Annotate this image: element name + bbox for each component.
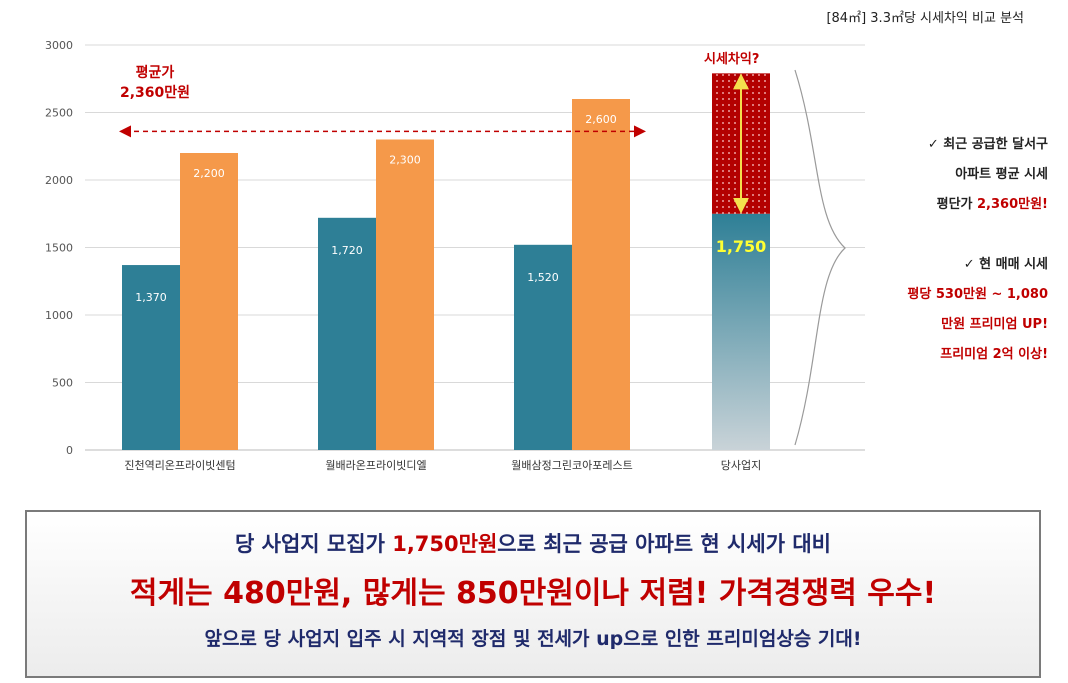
bar-existing-price — [122, 265, 180, 450]
y-tick-label: 0 — [66, 444, 73, 457]
bar-project-price — [712, 213, 770, 450]
y-tick-label: 1500 — [45, 242, 73, 255]
chart-title: [84㎡] 3.3㎡당 시세차익 비교 분석 — [826, 11, 1024, 26]
side-note-market: ✓ 현 매매 시세 평당 530만원 ~ 1,080 만원 프리미엄 UP! 프… — [907, 250, 1048, 370]
bar-current-price — [180, 153, 238, 450]
summary-line-3: 앞으로 당 사업지 입주 시 지역적 장점 및 전세가 up으로 인한 프리미엄… — [204, 628, 862, 650]
bracket-curve — [794, 69, 846, 446]
side-note-supply: ✓ 최근 공급한 달서구 아파트 평균 시세 평단가 2,360만원! — [928, 130, 1048, 220]
y-tick-label: 3000 — [45, 39, 73, 52]
bar-value-label: 1,520 — [527, 271, 559, 284]
bar-value-label: 1,750 — [716, 237, 767, 256]
bar-value-label: 1,720 — [331, 244, 363, 257]
average-annotation: 평균가 2,360만원 — [100, 63, 210, 103]
bar-existing-price — [318, 217, 376, 450]
bar-current-price — [572, 99, 630, 450]
category-label: 당사업지 — [721, 459, 761, 472]
average-value: 2,360만원 — [119, 85, 191, 101]
bar-value-label: 2,200 — [193, 167, 225, 180]
y-tick-label: 2500 — [45, 107, 73, 120]
y-tick-label: 500 — [52, 377, 73, 390]
bar-chart: 0 500 1000 1500 2000 2500 3000 1,370 2,200 1,720… — [45, 39, 865, 472]
y-tick-label: 2000 — [45, 174, 73, 187]
bar-current-price — [376, 139, 434, 450]
summary-line-1: 당 사업지 모집가 1,750만원으로 최근 공급 아파트 현 시세가 대비 — [235, 532, 831, 556]
bar-value-label: 2,600 — [585, 113, 617, 126]
side-note-line: 평당 530만원 ~ 1,080 — [907, 287, 1048, 302]
y-tick-label: 1000 — [45, 309, 73, 322]
side-note-line: ✓ 현 매매 시세 — [963, 257, 1048, 272]
category-label: 월배라온프라이빗디엘 — [325, 459, 426, 472]
bar-existing-price — [514, 244, 572, 450]
category-label: 진천역리온프라이빗센텀 — [124, 458, 235, 472]
side-note-line: 만원 프리미엄 UP! — [941, 317, 1048, 332]
side-note-line: 평단가 2,360만원! — [936, 197, 1048, 212]
summary-line-2: 적게는 480만원, 많게는 850만원이나 저렴! 가격경쟁력 우수! — [129, 576, 937, 611]
category-label: 월배삼정그린코아포레스트 — [511, 459, 632, 472]
side-note-line: 아파트 평균 시세 — [955, 167, 1048, 182]
bar-value-label: 2,300 — [389, 154, 421, 167]
side-note-line: 프리미엄 2억 이상! — [940, 347, 1048, 362]
side-note-line: ✓ 최근 공급한 달서구 — [927, 137, 1048, 152]
summary-box: 당 사업지 모집가 1,750만원으로 최근 공급 아파트 현 시세가 대비 적… — [25, 510, 1041, 678]
price-gap-label: 시세차익? — [704, 52, 760, 67]
average-label: 평균가 — [135, 65, 175, 81]
bar-value-label: 1,370 — [135, 291, 167, 304]
